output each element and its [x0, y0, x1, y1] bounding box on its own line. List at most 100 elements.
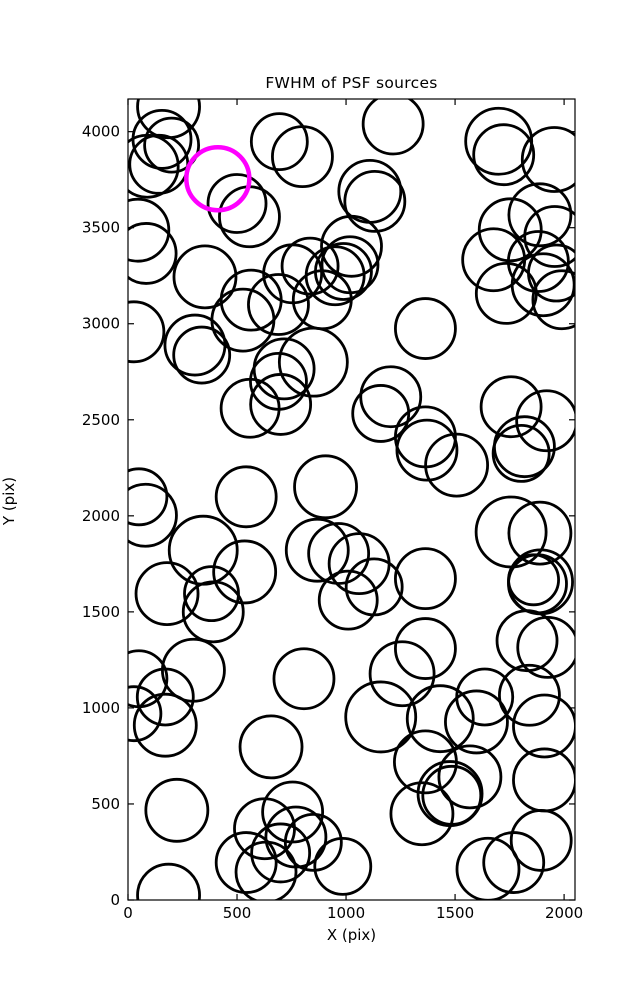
psf-circle — [206, 173, 268, 234]
x-tick-label: 0 — [123, 904, 133, 922]
psf-circle — [474, 495, 548, 569]
psf-circle — [424, 432, 489, 498]
psf-circle — [344, 680, 418, 754]
y-tick-label: 4000 — [82, 123, 120, 141]
y-tick-label: 2500 — [82, 411, 120, 429]
psf-circle — [389, 781, 455, 847]
psf-circle — [247, 273, 310, 336]
psf-circle — [394, 617, 457, 680]
psf-circle — [307, 522, 371, 585]
y-axis-label: Y (pix) — [0, 476, 18, 526]
y-tick-label: 3000 — [82, 315, 120, 333]
y-tick-label: 1000 — [82, 699, 120, 717]
y-tick-label: 500 — [91, 795, 120, 813]
psf-circle — [283, 812, 343, 872]
psf-circle — [272, 647, 336, 711]
psf-circle — [520, 126, 575, 193]
psf-circle — [495, 609, 559, 673]
psf-circle — [271, 125, 334, 189]
psf-circle — [361, 99, 425, 156]
psf-circle — [368, 640, 436, 708]
y-tick-label: 1500 — [82, 603, 120, 621]
psf-circle — [212, 539, 278, 605]
psf-circle — [136, 862, 201, 900]
psf-circle — [317, 569, 379, 631]
psf-circle — [218, 185, 281, 249]
psf-circle — [214, 465, 278, 529]
psf-circle — [531, 269, 575, 331]
psf-circle — [498, 663, 561, 727]
psf-circle — [143, 116, 201, 174]
psf-circle — [405, 684, 475, 754]
psf-circle — [135, 667, 195, 727]
psf-circle — [128, 482, 178, 548]
x-axis-label: X (pix) — [326, 926, 377, 944]
x-tick-label: 500 — [223, 904, 252, 922]
highlighted-psf-circle — [184, 144, 252, 213]
y-tick-label: 0 — [110, 891, 120, 909]
psf-circle — [172, 244, 238, 310]
psf-circle — [482, 831, 546, 894]
psf-circle — [506, 230, 570, 293]
psf-circle — [249, 373, 313, 436]
psf-circle — [437, 744, 503, 810]
x-tick-label: 1500 — [436, 904, 474, 922]
psf-circle — [250, 822, 312, 884]
x-tick-label: 2000 — [545, 904, 583, 922]
psf-circle — [280, 236, 340, 296]
psf-circle — [512, 693, 575, 759]
psf-circle — [515, 389, 575, 453]
psf-circle — [277, 326, 349, 398]
plot-title: FWHM of PSF sources — [265, 74, 438, 92]
psf-circle — [128, 685, 163, 743]
psf-circle — [395, 418, 459, 482]
y-tick-label: 3500 — [82, 219, 120, 237]
psf-circle — [343, 169, 407, 233]
psf-circle — [455, 836, 521, 900]
x-tick-label: 1000 — [327, 904, 365, 922]
psf-circle — [320, 214, 383, 278]
psf-circle — [351, 384, 411, 443]
psf-circle — [128, 222, 178, 285]
psf-circle — [210, 287, 276, 353]
psf-circle — [261, 780, 325, 844]
psf-circle — [163, 313, 227, 377]
psf-circle — [219, 268, 283, 332]
psf-circle — [472, 123, 536, 187]
psf-circle — [477, 197, 543, 263]
psf-circle — [134, 561, 200, 627]
psf-circle — [128, 197, 171, 263]
psf-circle — [183, 565, 240, 623]
psf-circle — [394, 297, 457, 360]
data-layer — [128, 99, 575, 900]
psf-circle — [144, 777, 210, 843]
psf-circle — [313, 836, 373, 896]
psf-circle — [234, 840, 298, 900]
psf-circle — [293, 454, 358, 520]
psf-circle — [284, 517, 350, 583]
psf-circle — [181, 580, 245, 644]
psf-circle — [516, 616, 575, 679]
psf-circle — [394, 547, 457, 611]
psf-circle — [359, 365, 423, 429]
psf-circle — [249, 112, 309, 172]
psf-circle — [214, 831, 278, 894]
psf-circle — [172, 325, 232, 385]
psf-circle — [474, 261, 538, 325]
psf-circle — [523, 205, 575, 268]
psf-circle — [238, 714, 304, 780]
psf-circle — [128, 467, 169, 527]
psf-circle — [491, 423, 551, 483]
psf-circle — [510, 252, 575, 318]
psf-circle — [507, 500, 573, 566]
psf-circle — [444, 689, 509, 755]
psf-circle — [219, 377, 281, 439]
psf-circle — [128, 133, 180, 199]
y-tick-label: 2000 — [82, 507, 120, 525]
psf-circle — [128, 300, 166, 364]
psf-circle — [507, 182, 573, 248]
axes-frame — [127, 98, 576, 901]
psf-circle — [167, 514, 239, 586]
